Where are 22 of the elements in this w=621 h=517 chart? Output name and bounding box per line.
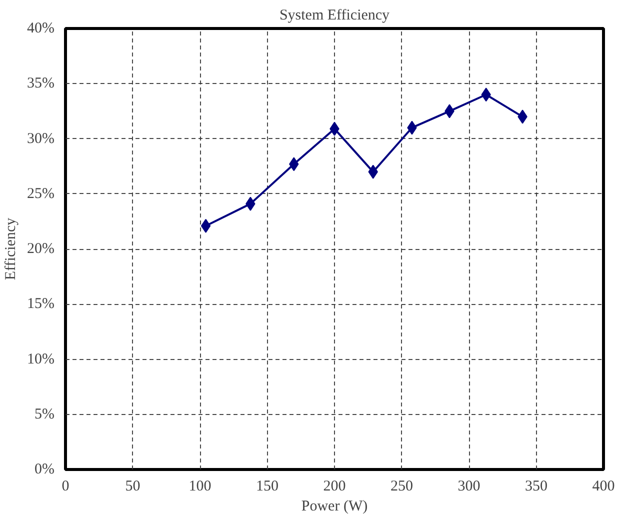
y-axis-title: Efficiency (3, 217, 20, 280)
point (200, 218, 211, 233)
x-axis-title: Power (W) (301, 498, 368, 514)
x-tick-label: 100 (188, 478, 212, 494)
x-tick-label: 350 (525, 478, 548, 494)
y-tick-label: 40% (27, 20, 55, 36)
x-tick-label: 0 (62, 478, 70, 494)
y-tick-label: 25% (27, 186, 55, 202)
chart-title: System Efficiency (279, 8, 390, 24)
y-tick-label: 20% (27, 241, 55, 257)
y-tick-label: 30% (27, 130, 55, 147)
x-tick-label: 250 (390, 478, 413, 494)
y-tick-label: 5% (34, 406, 55, 422)
x-tick-label: 50 (125, 478, 140, 494)
y-tick-label: 10% (27, 351, 55, 368)
y-tick-label: 35% (27, 76, 55, 92)
x-tick-label: 300 (458, 478, 480, 494)
x-tick-label: 150 (256, 478, 278, 494)
y-tick-label: 15% (27, 296, 55, 312)
x-tick-label: 400 (592, 478, 615, 494)
x-tick-label: 200 (323, 478, 346, 494)
y-tick-label: 0% (34, 462, 55, 478)
